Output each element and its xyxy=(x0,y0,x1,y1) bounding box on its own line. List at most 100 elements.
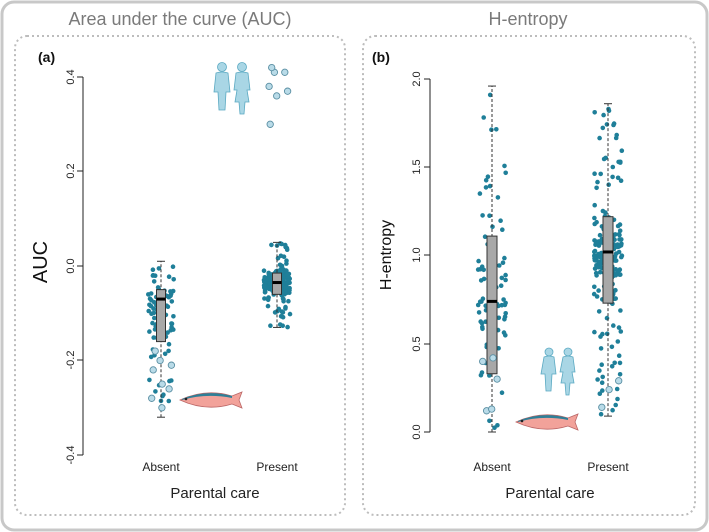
data-point-absent xyxy=(487,183,493,189)
data-point-present xyxy=(615,175,621,181)
data-point-absent xyxy=(153,389,158,394)
data-point-absent xyxy=(478,278,484,283)
data-point-present xyxy=(284,271,290,277)
panel-a-frame xyxy=(14,35,346,516)
data-point-present xyxy=(592,110,597,115)
data-point-absent xyxy=(495,423,500,428)
data-point-absent xyxy=(152,315,157,321)
section-title-auc: Area under the curve (AUC) xyxy=(68,9,291,29)
data-point-present xyxy=(277,322,283,327)
data-point-present xyxy=(592,284,597,290)
data-point-present xyxy=(600,374,605,380)
data-point-present xyxy=(616,325,622,330)
data-point-absent xyxy=(500,260,506,266)
panel-a-tick-label: -0.4 xyxy=(65,446,77,465)
data-point-present xyxy=(618,329,624,334)
data-point-absent xyxy=(483,178,489,183)
panel-a-x-label: Parental care xyxy=(170,485,259,502)
outlier-point-present xyxy=(598,403,606,411)
data-point-absent xyxy=(487,92,493,98)
data-point-present xyxy=(616,159,621,165)
data-point-present xyxy=(617,360,623,366)
data-point-absent xyxy=(483,185,489,190)
data-point-present xyxy=(284,261,289,266)
data-point-absent xyxy=(503,272,508,278)
data-point-present xyxy=(592,221,597,227)
data-point-present xyxy=(613,296,618,301)
data-point-present xyxy=(601,112,606,118)
panel-a-tick-label: 0.0 xyxy=(65,258,77,273)
outlier-point-absent xyxy=(479,357,487,366)
data-point-present xyxy=(286,278,291,284)
outlier-point-absent xyxy=(158,380,166,388)
data-point-present xyxy=(619,237,624,242)
box-absent xyxy=(156,289,166,343)
data-point-absent xyxy=(475,302,481,308)
data-point-present xyxy=(598,334,603,339)
data-point-absent xyxy=(151,306,156,311)
data-point-present xyxy=(612,258,618,263)
outlier-point-absent xyxy=(488,405,496,413)
data-point-present xyxy=(595,179,600,185)
data-point-absent xyxy=(147,329,152,334)
data-point-present xyxy=(262,296,267,301)
panel-a-plot xyxy=(146,63,293,418)
data-point-present xyxy=(597,368,602,373)
data-point-absent xyxy=(498,218,503,223)
data-point-absent xyxy=(501,330,507,335)
data-point-present xyxy=(597,232,603,238)
data-point-present xyxy=(598,171,603,177)
data-point-present xyxy=(604,331,610,337)
data-point-present xyxy=(614,386,620,392)
salmon-fish-icon xyxy=(515,413,579,431)
data-point-present xyxy=(613,272,619,278)
data-point-present xyxy=(599,380,605,386)
data-point-absent xyxy=(480,213,485,218)
data-point-present xyxy=(598,411,604,417)
outlier-point-present xyxy=(268,63,276,72)
outlier-point-absent xyxy=(165,385,173,393)
human-figures-icon xyxy=(213,62,251,115)
outlier-point-present xyxy=(605,385,613,394)
salmon-fish-icon xyxy=(179,391,243,409)
data-point-absent xyxy=(168,289,173,294)
data-point-present xyxy=(610,174,615,180)
data-point-absent xyxy=(148,354,154,360)
data-point-absent xyxy=(494,127,499,132)
data-point-present xyxy=(604,122,610,127)
outlier-point-absent xyxy=(148,394,156,402)
data-point-absent xyxy=(476,310,482,315)
data-point-present xyxy=(272,310,278,315)
data-point-absent xyxy=(500,227,505,232)
data-point-absent xyxy=(147,377,152,383)
data-point-absent xyxy=(487,213,492,218)
data-point-absent xyxy=(477,299,483,305)
data-point-absent xyxy=(166,348,171,354)
outlier-point-present xyxy=(266,120,274,128)
data-point-present xyxy=(267,281,272,286)
data-point-present xyxy=(592,215,597,221)
data-point-absent xyxy=(501,297,506,302)
data-point-present xyxy=(617,372,623,377)
data-point-absent xyxy=(151,310,157,316)
data-point-present xyxy=(618,178,624,183)
data-point-absent xyxy=(498,283,504,289)
data-point-absent xyxy=(156,266,162,271)
data-point-absent xyxy=(168,293,173,299)
data-point-absent xyxy=(146,292,151,297)
data-point-present xyxy=(594,185,599,191)
panel-a-label: (a) xyxy=(38,49,55,65)
panel-b-category-absent: Absent xyxy=(473,460,511,474)
data-point-absent xyxy=(503,300,508,306)
data-point-present xyxy=(277,262,283,268)
data-point-present xyxy=(594,273,599,278)
outlier-point-absent xyxy=(151,347,159,355)
data-point-present xyxy=(610,164,616,170)
data-point-present xyxy=(266,271,272,277)
data-point-present xyxy=(604,315,610,321)
data-point-present xyxy=(592,249,597,255)
data-point-absent xyxy=(151,335,156,340)
panel-a-tick-label: 0.4 xyxy=(65,69,77,84)
data-point-present xyxy=(606,182,611,187)
outlier-point-present xyxy=(273,92,281,100)
